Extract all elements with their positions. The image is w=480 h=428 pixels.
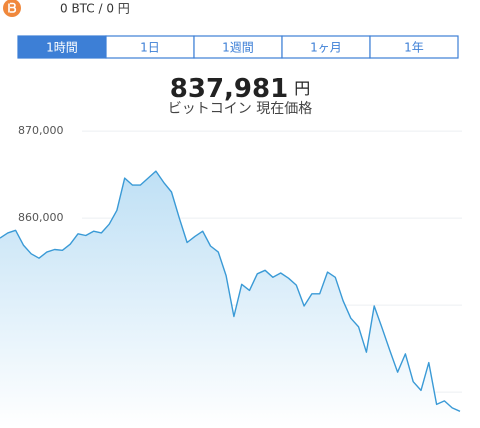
period-tabs: 1時間 1日 1週間 1ヶ月 1年: [17, 35, 459, 59]
price-value: 837,981: [170, 74, 288, 104]
current-price: 837,981 円: [170, 74, 310, 104]
y-tick-label: 860,000: [18, 211, 64, 224]
tab-label[interactable]: 1時間: [46, 41, 78, 55]
price-caption: ビットコイン 現在価格: [168, 101, 312, 117]
balance: 0 BTC / 0 円: [60, 2, 130, 16]
tab-label[interactable]: 1年: [404, 41, 424, 55]
tab-label[interactable]: 1ヶ月: [310, 41, 342, 55]
tab-label[interactable]: 1週間: [222, 41, 254, 55]
y-tick-label: 870,000: [18, 124, 64, 137]
line: [0, 170, 461, 412]
tab-label[interactable]: 1日: [140, 41, 160, 55]
tab[interactable]: [369, 35, 459, 59]
price-unit: 円: [294, 79, 310, 98]
bitcoin-icon: [3, 0, 21, 17]
